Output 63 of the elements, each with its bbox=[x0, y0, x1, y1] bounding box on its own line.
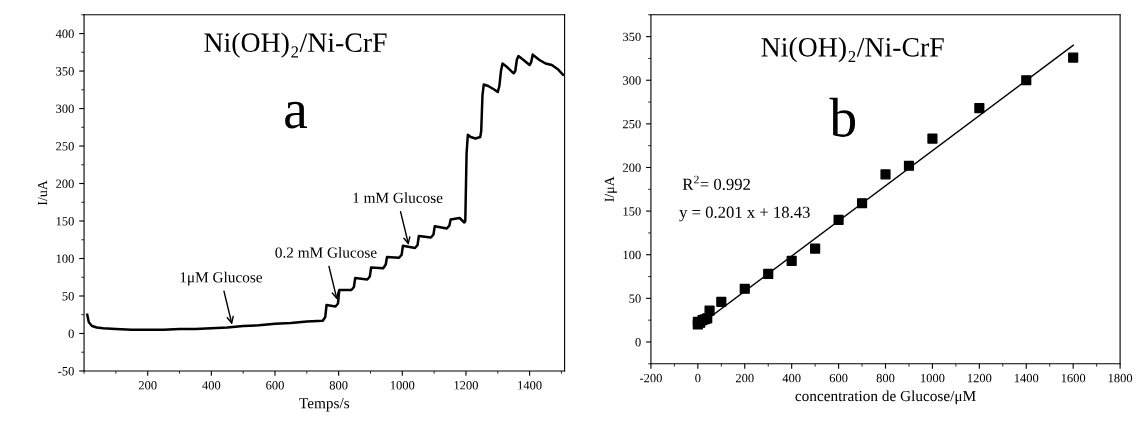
y-tick-label: 0 bbox=[635, 337, 641, 347]
x-axis-title: concentration de Glucose/μM bbox=[795, 390, 976, 405]
point bbox=[833, 214, 844, 225]
point bbox=[974, 103, 985, 114]
y-tick-label: 50 bbox=[62, 292, 74, 301]
x-tick-label: 1000 bbox=[921, 373, 945, 383]
text: Ni(OH)₂/Ni-CrF bbox=[204, 32, 387, 58]
point bbox=[763, 268, 774, 280]
y-tick-label: 200 bbox=[623, 163, 641, 172]
point bbox=[786, 255, 797, 266]
point bbox=[716, 296, 727, 307]
x-tick-label: 1600 bbox=[1061, 373, 1086, 383]
annotation: 1 mM Glucose bbox=[353, 192, 443, 204]
y-axis-title: I/μA bbox=[604, 176, 617, 202]
x-tick-label: 600 bbox=[266, 381, 284, 390]
point bbox=[1021, 75, 1032, 86]
y-tick-label: 300 bbox=[56, 104, 74, 113]
y-tick-label: 250 bbox=[56, 142, 74, 151]
annotation: y = 0.201 x + 18.43 bbox=[679, 206, 810, 222]
y-tick-label: 250 bbox=[623, 119, 641, 129]
point bbox=[704, 305, 715, 316]
text: Ni(OH)₂/Ni-CrF bbox=[761, 37, 944, 63]
y-tick-label: 150 bbox=[623, 207, 641, 216]
x-tick-label: 1200 bbox=[454, 381, 478, 390]
x-tick-label: 1400 bbox=[518, 381, 542, 390]
x-tick-label: 600 bbox=[829, 373, 848, 383]
y-axis-title: I/uA bbox=[37, 180, 48, 206]
point bbox=[1068, 52, 1079, 63]
x-tick-label: 800 bbox=[876, 373, 895, 383]
y-tick-label: 400 bbox=[55, 29, 74, 39]
x-tick-label: 400 bbox=[782, 373, 801, 383]
point bbox=[810, 243, 821, 254]
y-tick-label: 0 bbox=[68, 329, 74, 338]
point bbox=[856, 198, 868, 209]
y-tick-label: 50 bbox=[629, 294, 641, 303]
point bbox=[927, 133, 938, 144]
x-tick-label: 1400 bbox=[1014, 373, 1039, 383]
y-tick-label: 100 bbox=[623, 250, 641, 260]
y-tick-label: 300 bbox=[623, 76, 641, 85]
annotation: 0.2 mM Glucose bbox=[275, 246, 377, 258]
x-tick-label: 800 bbox=[329, 381, 348, 390]
x-tick-label: 200 bbox=[735, 373, 754, 383]
point bbox=[880, 169, 891, 180]
y-tick-label: 200 bbox=[56, 179, 74, 188]
x-tick-label: 1800 bbox=[1108, 373, 1133, 383]
y-tick-label: 350 bbox=[623, 32, 641, 42]
x-tick-label: 1000 bbox=[390, 381, 415, 390]
annotation: b bbox=[829, 97, 856, 137]
annotation: R$^{2}$= 0.992 bbox=[682, 175, 750, 190]
x-tick-label: 400 bbox=[202, 381, 221, 390]
x-tick-label: 200 bbox=[138, 381, 157, 390]
point bbox=[739, 283, 750, 294]
y-tick-label: 150 bbox=[56, 217, 74, 226]
y-tick-label: 350 bbox=[56, 67, 74, 76]
x-tick-label: -200 bbox=[639, 373, 662, 383]
annotation: a bbox=[285, 101, 308, 129]
x-tick-label: 0 bbox=[695, 373, 701, 383]
annotation: 1μM Glucose bbox=[180, 271, 263, 286]
point bbox=[903, 160, 915, 171]
y-tick-label: -50 bbox=[58, 367, 74, 376]
y-tick-label: 100 bbox=[56, 254, 74, 263]
x-axis-title: Temps/s bbox=[299, 398, 350, 412]
x-tick-label: 1200 bbox=[967, 373, 992, 383]
